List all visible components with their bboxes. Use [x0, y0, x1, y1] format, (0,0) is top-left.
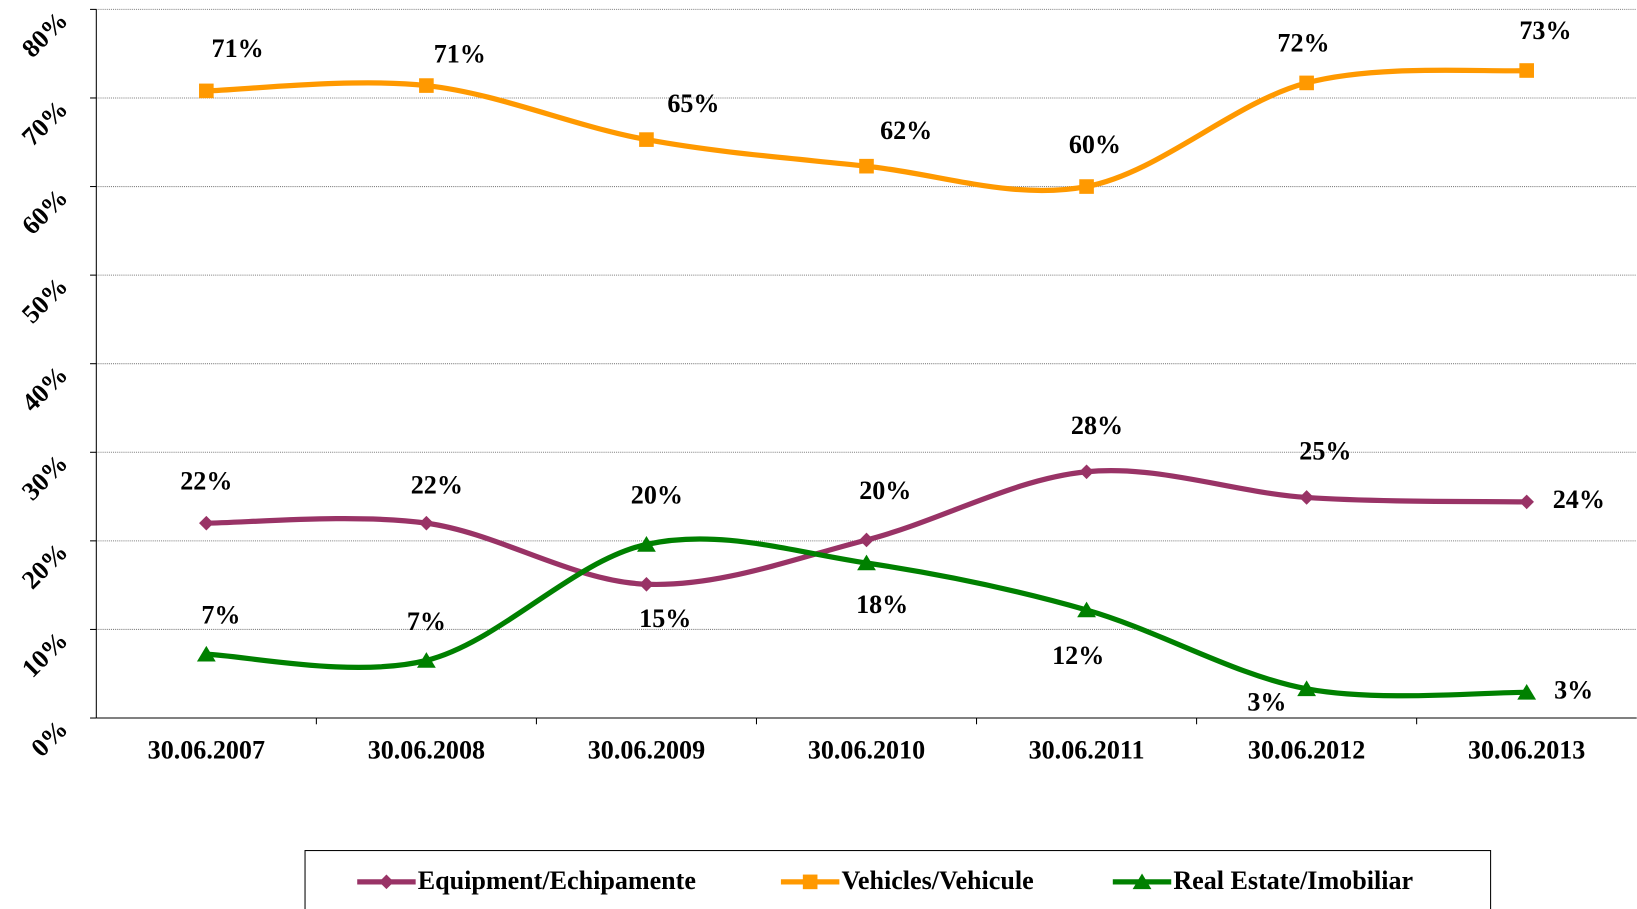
point [1299, 75, 1314, 91]
x-tick-label: 30.06.2011 [1029, 735, 1145, 764]
data-label: 60% [1069, 130, 1121, 159]
point [859, 158, 874, 174]
point [199, 83, 214, 99]
data-label: 71% [434, 39, 486, 68]
y-tick-label: 60% [16, 183, 73, 240]
point [857, 554, 876, 571]
x-tick-label: 30.06.2007 [148, 735, 265, 764]
point [1077, 601, 1096, 618]
data-label: 3% [1554, 675, 1593, 704]
point [1297, 680, 1317, 697]
data-label: 22% [411, 471, 463, 500]
y-tick-label: 70% [16, 94, 73, 151]
legend-marker [379, 874, 394, 890]
legend-marker [802, 874, 818, 890]
y-tick-label: 80% [16, 6, 73, 63]
point [1517, 683, 1537, 700]
data-label: 3% [1247, 687, 1286, 716]
point [199, 515, 214, 531]
data-label: 73% [1519, 16, 1571, 45]
data-label: 20% [859, 476, 911, 505]
data-label: 7% [201, 601, 240, 630]
y-tick-label: 30% [16, 449, 73, 506]
point [639, 132, 654, 147]
point [1519, 63, 1534, 78]
point [637, 536, 656, 552]
point [419, 515, 434, 531]
data-label: 12% [1052, 641, 1104, 670]
data-label: 20% [631, 480, 683, 509]
point [1079, 464, 1094, 480]
y-tick-label: 20% [16, 537, 73, 594]
data-label: 72% [1277, 28, 1329, 57]
point [1299, 490, 1314, 505]
legend-marker [1132, 873, 1152, 890]
point [419, 78, 434, 93]
data-label: 71% [212, 34, 264, 63]
data-label: 7% [407, 607, 446, 636]
x-tick-label: 30.06.2013 [1468, 735, 1585, 764]
x-tick-label: 30.06.2008 [368, 735, 485, 764]
x-tick-label: 30.06.2012 [1248, 735, 1365, 764]
y-tick-label: 10% [16, 626, 73, 683]
data-label: 25% [1299, 437, 1351, 466]
legend-label: Real Estate/Imobiliar [1173, 866, 1413, 895]
data-label: 18% [856, 590, 908, 619]
point [417, 652, 436, 668]
x-tick-label: 30.06.2009 [588, 735, 705, 764]
data-label: 65% [667, 89, 719, 118]
data-label: 15% [639, 604, 691, 633]
y-tick-label: 0% [25, 714, 73, 762]
point [1519, 494, 1534, 510]
x-tick-label: 30.06.2010 [808, 735, 925, 764]
data-label: 28% [1071, 411, 1123, 440]
y-tick-label: 50% [16, 271, 73, 328]
point [1079, 179, 1094, 194]
data-label: 22% [180, 466, 232, 495]
point [639, 576, 654, 592]
y-tick-label: 40% [16, 360, 73, 417]
legend-box [304, 850, 1492, 909]
legend-label: Vehicles/Vehicule [841, 866, 1033, 895]
point [196, 645, 216, 662]
data-label: 24% [1553, 485, 1605, 514]
legend-label: Equipment/Echipamente [418, 866, 696, 895]
data-label: 62% [880, 116, 932, 145]
point [859, 532, 874, 548]
